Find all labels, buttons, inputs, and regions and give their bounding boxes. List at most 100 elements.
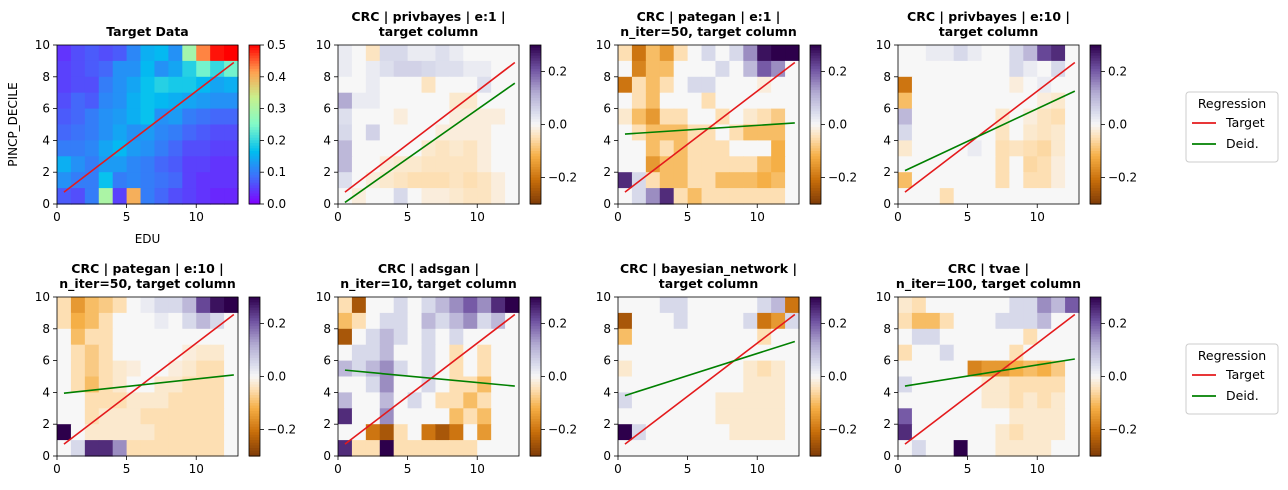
heatmap-cell	[687, 156, 703, 173]
colorbar-segment	[249, 201, 260, 205]
heatmap-cell	[154, 140, 169, 157]
heatmap-cell	[98, 297, 114, 314]
heatmap-cell	[435, 344, 450, 362]
y-axis-label: PINCP_DECILE	[6, 82, 20, 166]
heatmap-cell	[925, 424, 941, 441]
heatmap-cell	[435, 76, 450, 94]
subplot-title: CRC | tvae |	[948, 261, 1029, 276]
colorbar-segment	[1090, 50, 1101, 54]
heatmap-cell	[351, 328, 367, 346]
heatmap-cell	[925, 188, 941, 205]
heatmap-cell	[1051, 392, 1066, 409]
heatmap-cell	[463, 344, 478, 362]
heatmap-cell	[1023, 392, 1038, 409]
colorbar-segment	[1090, 71, 1101, 75]
heatmap-cell	[729, 108, 744, 126]
colorbar-segment	[810, 426, 821, 431]
deid-regression-line	[624, 122, 795, 135]
heatmap-cell	[618, 424, 633, 441]
deid-regression-line	[904, 358, 1075, 387]
heatmap-cell	[365, 60, 381, 78]
colorbar-tick-label: 0.0	[267, 197, 286, 211]
heatmap-cell	[911, 92, 927, 110]
colorbar-segment	[530, 440, 541, 444]
heatmap-cell	[449, 392, 464, 409]
colorbar-segment	[810, 172, 821, 176]
colorbar-segment	[810, 116, 821, 120]
colorbar-segment	[810, 79, 821, 83]
heatmap-cell	[995, 60, 1010, 78]
heatmap-cell	[126, 108, 142, 126]
colorbar-segment	[530, 453, 541, 457]
heatmap-cell	[57, 360, 72, 378]
heatmap-cell	[715, 312, 730, 330]
colorbar-segment	[249, 198, 260, 202]
colorbar-segment	[249, 373, 260, 378]
heatmap-cell	[743, 124, 758, 141]
colorbar-segment	[530, 151, 541, 155]
heatmap-cell	[729, 440, 744, 457]
heatmap-cell	[673, 156, 689, 173]
colorbar-segment	[810, 405, 821, 409]
y-tick-label: 0	[323, 197, 331, 211]
heatmap-cell	[126, 424, 142, 441]
colorbar-segment	[1090, 145, 1101, 149]
colorbar-segment	[1090, 185, 1101, 189]
heatmap-cell	[210, 156, 225, 173]
colorbar-segment	[249, 98, 260, 102]
heatmap-cell	[182, 392, 197, 409]
colorbar-segment	[1090, 418, 1101, 423]
heatmap-cell	[645, 188, 661, 205]
colorbar-segment	[1090, 153, 1101, 157]
colorbar-segment	[810, 445, 821, 449]
heatmap-cell	[407, 360, 423, 378]
heatmap-cell	[995, 92, 1010, 110]
colorbar-segment	[810, 424, 821, 428]
colorbar-segment	[1090, 82, 1101, 86]
y-tick-label: 8	[42, 322, 50, 336]
heatmap-cell	[981, 92, 997, 110]
heatmap-cell	[659, 92, 675, 110]
heatmap-cell	[785, 45, 800, 62]
heatmap-cell	[757, 188, 772, 205]
colorbar-segment	[530, 450, 541, 454]
colorbar-segment	[249, 318, 260, 322]
colorbar-segment	[810, 177, 821, 181]
colorbar-segment	[810, 164, 821, 168]
colorbar-segment	[530, 326, 541, 330]
colorbar-segment	[1090, 410, 1101, 415]
colorbar-segment	[530, 55, 541, 59]
heatmap-cell	[351, 92, 367, 110]
subplot-title: CRC | privbayes | e:1 |	[351, 9, 505, 24]
heatmap-cell	[967, 156, 983, 173]
heatmap-cell	[1051, 376, 1066, 393]
heatmap-cell	[154, 297, 169, 314]
heatmap-cell	[505, 344, 520, 362]
colorbar-segment	[249, 193, 260, 197]
heatmap-cell	[98, 344, 114, 362]
heatmap-cell	[351, 156, 367, 173]
heatmap-cell	[421, 440, 437, 457]
heatmap-cell	[1023, 376, 1038, 393]
heatmap-cell	[477, 408, 492, 425]
colorbar-segment	[530, 357, 541, 362]
heatmap-cell	[757, 392, 772, 409]
heatmap-cell	[618, 124, 633, 141]
heatmap-cell	[224, 76, 239, 94]
heatmap-cell	[491, 297, 506, 314]
heatmap-cell	[126, 60, 142, 78]
heatmap-cell	[743, 360, 758, 378]
colorbar-segment	[530, 185, 541, 189]
colorbar-segment	[810, 318, 821, 322]
heatmap-cell	[224, 360, 239, 378]
heatmap-cell	[338, 392, 353, 409]
heatmap-cell	[154, 392, 169, 409]
colorbar-segment	[1090, 172, 1101, 176]
colorbar-segment	[249, 121, 260, 126]
heatmap-cell	[785, 392, 800, 409]
colorbar-segment	[530, 172, 541, 176]
heatmap-cell	[743, 392, 758, 409]
heatmap-cell	[338, 360, 353, 378]
heatmap-cell	[687, 172, 703, 189]
heatmap-cell	[939, 424, 955, 441]
